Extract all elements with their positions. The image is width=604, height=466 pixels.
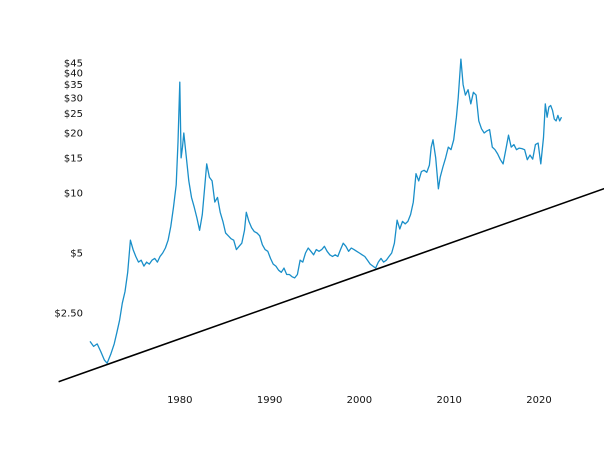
series-layer [58,58,604,383]
y-tick-label: $40 [64,69,83,80]
y-tick-label: $20 [64,129,83,140]
y-tick-label: $45 [64,58,83,69]
y-tick-label: $15 [64,153,83,164]
y-tick-label: $10 [64,189,83,200]
y-axis-tick-labels: $45$40$35 $30 $25 $20 $15 $10 $5 $2.50 [54,58,83,319]
price-series-line [89,58,563,364]
y-tick-label: $35 [64,80,83,91]
x-tick-label: 2020 [526,395,551,406]
y-tick-label: $2.50 [54,309,83,320]
x-tick-label: 2010 [436,395,461,406]
x-tick-label: 1980 [167,395,192,406]
trend-line [58,187,604,383]
y-tick-label: $5 [70,249,83,260]
y-tick-label: $25 [64,109,83,120]
x-axis-tick-labels: 1980 1990 2000 2010 2020 [167,395,552,406]
y-tick-label: $30 [64,93,83,104]
x-tick-label: 2000 [347,395,372,406]
x-tick-label: 1990 [257,395,282,406]
